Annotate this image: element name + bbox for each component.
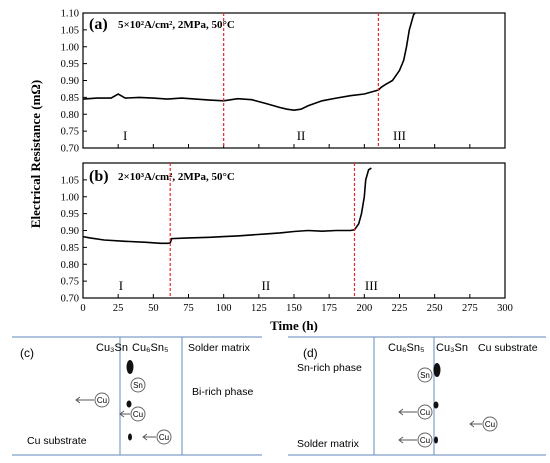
x-tick-label: 50	[148, 303, 159, 314]
panel-d-schematic: (d) Cu₆Sn₅ Cu₃Sn Cu substrate Sn-rich ph…	[288, 336, 546, 456]
cu-atom-label: Cu	[97, 396, 107, 405]
x-tick-label: 200	[356, 303, 372, 314]
stage-label: III	[365, 278, 378, 293]
stage-label: I	[123, 128, 127, 143]
panel-b: (b) 2×10³A/cm², 2MPa, 50°C 0.70 0.75 0.80 0…	[61, 162, 513, 314]
y-tick-label: 0.75	[61, 127, 79, 138]
cu-atom-label: Cu	[485, 420, 495, 429]
arrow-left-icon	[398, 436, 417, 444]
panel-c-substrate: Cu substrate	[27, 435, 87, 447]
arrow-left-icon	[75, 396, 94, 404]
y-tick-label: 1.00	[61, 192, 79, 203]
x-tick-label: 225	[392, 303, 408, 314]
panel-d-sn-rich: Sn-rich phase	[297, 362, 362, 374]
sn-atom-icon: Sn	[130, 377, 146, 393]
stage-label: II	[262, 278, 271, 293]
x-tick-label: 175	[321, 303, 337, 314]
panel-d-solder-matrix: Solder matrix	[297, 438, 360, 450]
cu-atom-icon: Cu	[398, 404, 433, 420]
panel-c-label: (c)	[20, 346, 34, 360]
panel-b-condition: 2×10³A/cm², 2MPa, 50°C	[118, 171, 235, 183]
cu-atom-label: Cu	[420, 436, 430, 445]
stage-label: III	[393, 128, 406, 143]
y-axis-label: Electrical Resistance (mΩ)	[28, 80, 43, 228]
arrow-left-icon	[142, 433, 156, 441]
panel-b-label: (b)	[89, 168, 109, 185]
void-icon	[433, 363, 441, 377]
x-tick-label: 25	[113, 303, 124, 314]
cu-atom-icon: Cu	[398, 432, 433, 448]
y-tick-label: 0.90	[61, 226, 79, 237]
panel-a-condition: 5×10²A/cm², 2MPa, 50°C	[118, 19, 235, 31]
cu-atom-label: Cu	[133, 410, 143, 419]
y-tick-label: 0.95	[61, 209, 79, 220]
cu-atom-icon: Cu	[469, 416, 498, 432]
panel-d-substrate: Cu substrate	[478, 342, 538, 354]
stage-label: II	[297, 128, 306, 143]
panel-d-phase1: Cu₆Sn₅	[388, 342, 424, 354]
arrow-left-icon	[119, 410, 130, 418]
y-tick-label: 0.80	[61, 260, 79, 271]
void-icon	[126, 400, 132, 408]
series-line-b	[83, 167, 372, 245]
void-icon	[126, 360, 134, 374]
y-tick-label: 1.10	[61, 9, 79, 20]
y-tick-label: 0.75	[61, 277, 79, 288]
cu-atom-label: Cu	[159, 433, 169, 442]
x-axis-label: Time (h)	[270, 318, 318, 333]
x-tick-label: 250	[427, 303, 443, 314]
arrow-left-icon	[469, 420, 482, 428]
x-tick-label: 0	[80, 303, 85, 314]
y-tick-label: 0.70	[61, 294, 79, 305]
x-tick-label: 100	[216, 303, 232, 314]
y-tick-label: 0.80	[61, 110, 79, 121]
cu-atom-icon: Cu	[75, 392, 110, 408]
x-tick-label: 150	[286, 303, 302, 314]
sn-atom-icon: Sn	[417, 367, 433, 383]
arrow-left-icon	[398, 408, 417, 416]
void-icon	[128, 433, 132, 441]
y-tick-label: 1.05	[61, 175, 79, 186]
sn-atom-label: Sn	[420, 371, 430, 380]
sn-atom-label: Sn	[133, 381, 143, 390]
panel-a-label: (a)	[89, 16, 108, 33]
panel-c-schematic: (c) Cu₃Sn Cu₆Sn₅ Solder matrix Bi-rich p…	[12, 336, 262, 456]
panel-c-phase1: Cu₃Sn	[96, 342, 128, 354]
plot-frame-a	[82, 12, 506, 149]
y-tick-label: 0.70	[61, 144, 79, 155]
series-line-a	[83, 13, 417, 112]
plot-frame-b	[82, 162, 506, 299]
y-tick-label: 0.90	[61, 76, 79, 87]
x-tick-label: 125	[251, 303, 267, 314]
y-tick-label: 0.85	[61, 243, 79, 254]
cu-atom-icon: Cu	[142, 429, 172, 445]
y-tick-label: 0.85	[61, 93, 79, 104]
x-tick-label: 75	[183, 303, 194, 314]
panel-c-phase2: Cu₆Sn₅	[132, 342, 168, 354]
void-icon	[433, 401, 439, 409]
y-tick-label: 1.00	[61, 42, 79, 53]
panel-a: (a) 5×10²A/cm², 2MPa, 50°C 0.70 0.75 0.80 0…	[61, 9, 506, 155]
x-tick-label: 275	[462, 303, 478, 314]
panel-d-phase2: Cu₃Sn	[436, 342, 468, 354]
stage-label: I	[119, 278, 123, 293]
panel-c-solder-matrix: Solder matrix	[188, 342, 251, 354]
cu-atom-icon: Cu	[119, 406, 146, 422]
cu-atom-label: Cu	[420, 408, 430, 417]
void-icon	[434, 436, 438, 444]
panel-d-label: (d)	[303, 346, 318, 360]
y-tick-label: 1.05	[61, 25, 79, 36]
panel-c-bi-rich: Bi-rich phase	[192, 386, 253, 398]
x-tick-label: 300	[497, 303, 513, 314]
y-tick-label: 0.95	[61, 59, 79, 70]
